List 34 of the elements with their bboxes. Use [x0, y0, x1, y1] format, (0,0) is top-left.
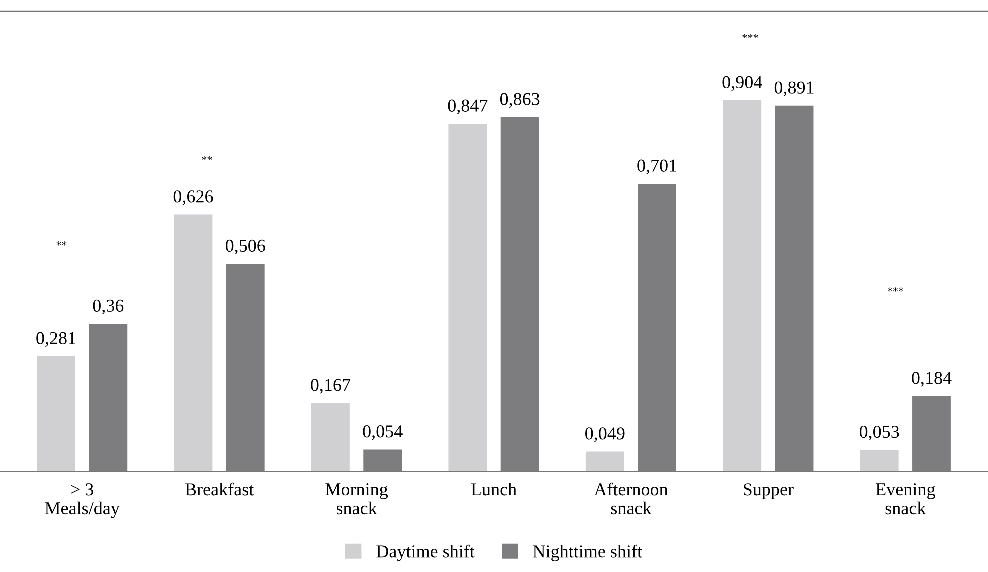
bar: [586, 452, 624, 472]
data-label: 0,281: [36, 332, 76, 348]
data-label: 0,847: [448, 100, 488, 115]
legend-label: Nighttime shift: [533, 544, 642, 562]
x-tick-label: Afternoon snack: [594, 482, 668, 515]
annotation: ***: [888, 288, 904, 292]
data-label: 0,36: [93, 300, 124, 315]
x-tick-label: Evening snack: [876, 484, 936, 515]
data-label: 0,626: [174, 190, 214, 206]
bar: [311, 403, 350, 472]
bar: [448, 124, 488, 472]
data-label: 0,053: [860, 426, 900, 441]
data-label: 0,167: [311, 379, 350, 394]
data-label: 0,863: [500, 93, 540, 108]
data-label: 0,891: [774, 82, 814, 96]
x-tick-label: Morning snack: [326, 484, 388, 515]
bar: [37, 356, 76, 472]
data-label: 0,049: [586, 428, 625, 442]
x-tick-label: Breakfast: [185, 482, 254, 496]
data-label: 0,054: [363, 426, 403, 440]
text: ***: [742, 34, 758, 39]
x-tick-label: Supper: [744, 484, 794, 500]
bar: [860, 450, 899, 472]
data-label: 0,701: [638, 160, 677, 175]
bar: [723, 100, 762, 472]
data-label: 0,904: [722, 76, 762, 92]
data-label: 0,184: [912, 372, 952, 387]
annotation: **: [202, 156, 212, 161]
bar: [174, 214, 213, 472]
x-tick-label: Lunch: [471, 483, 517, 496]
legend-label: Daytime shift: [376, 544, 475, 562]
x-tick-label: > 3 Meals/day: [45, 484, 120, 518]
data-label: 0,506: [226, 240, 266, 255]
annotation: **: [56, 242, 67, 246]
